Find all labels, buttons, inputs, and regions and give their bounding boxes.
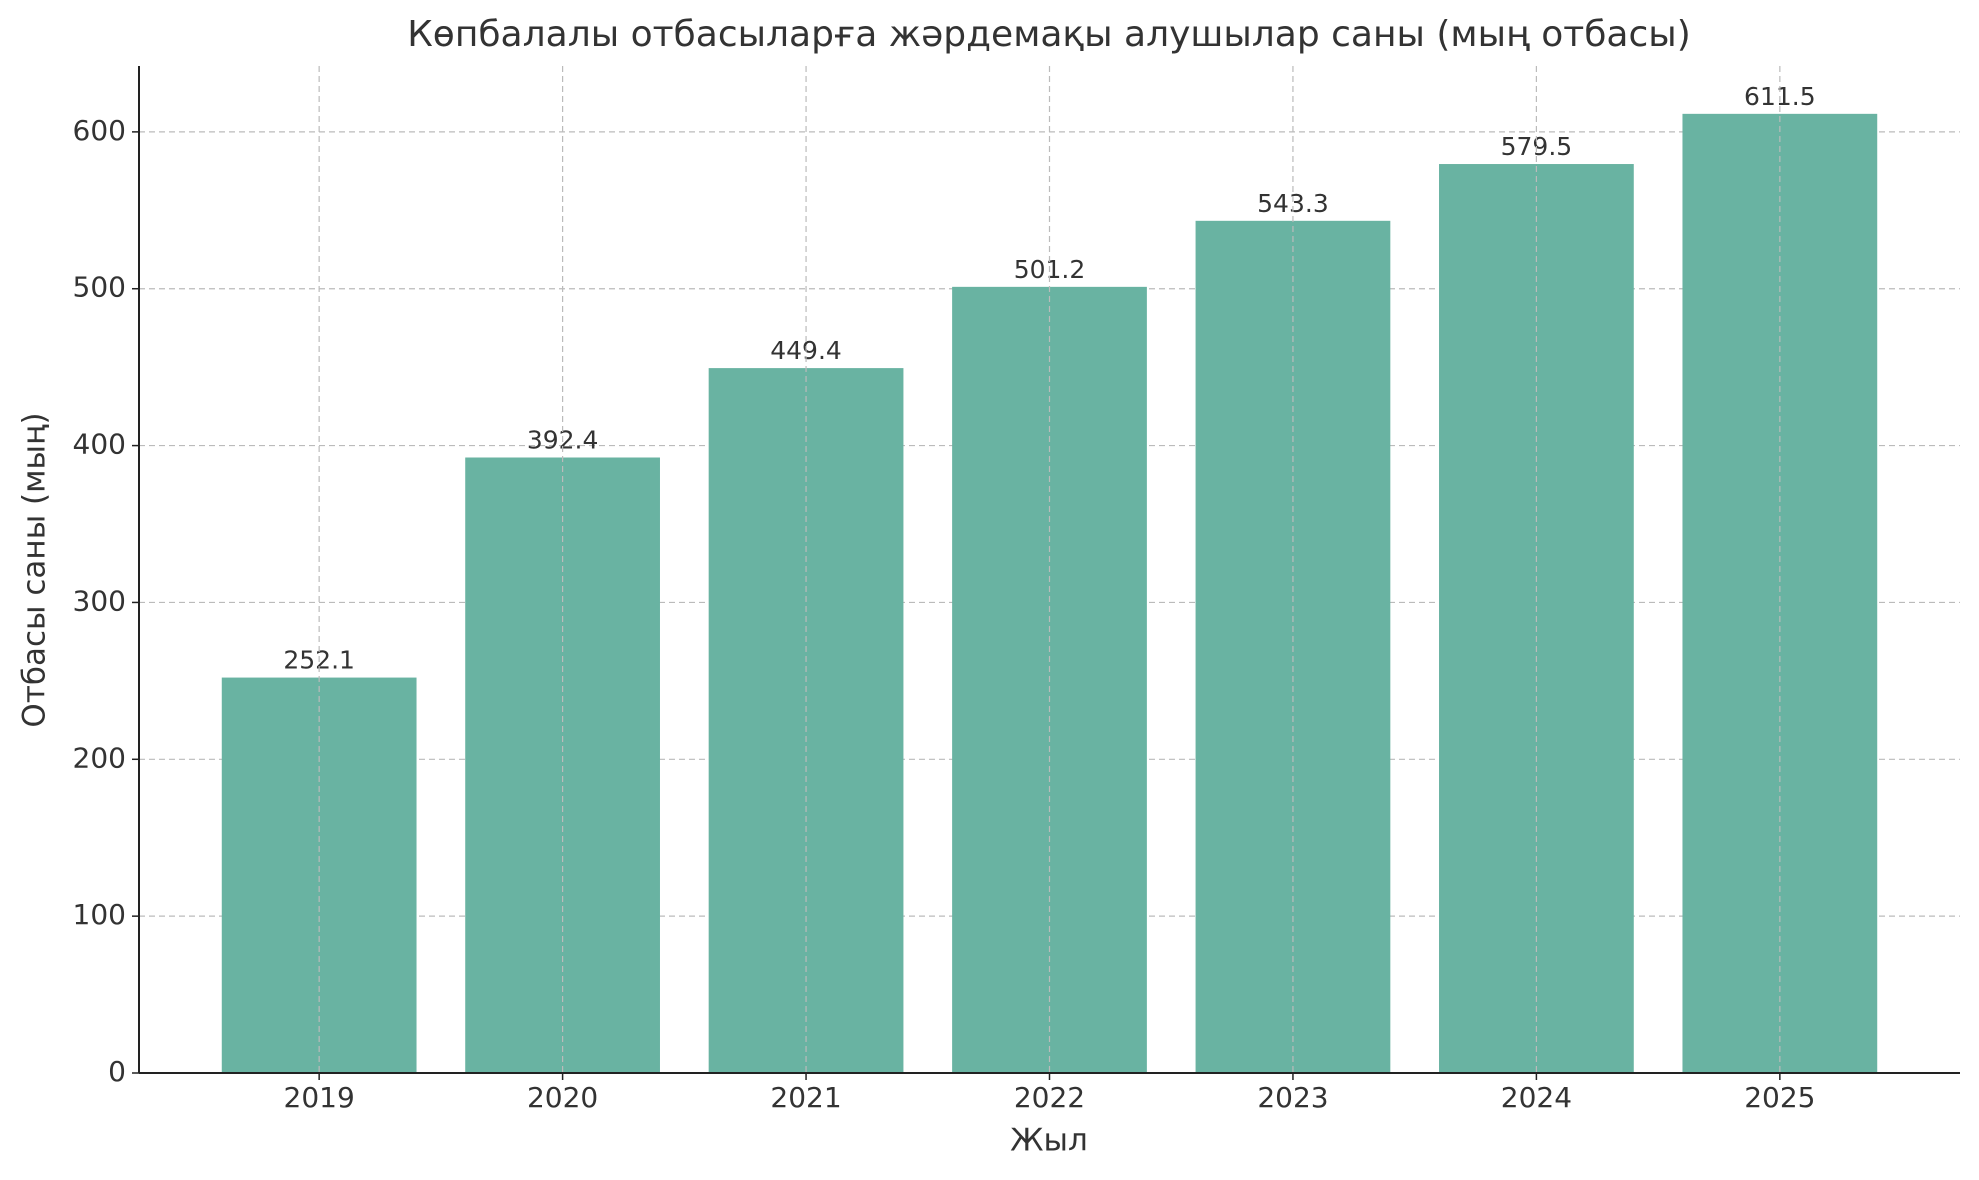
bar xyxy=(1682,113,1878,1074)
y-tick-label: 200 xyxy=(73,741,126,774)
y-tick-label: 400 xyxy=(73,428,126,461)
chart-title: Көпбалалы отбасыларға жәрдемақы алушылар… xyxy=(407,14,1691,55)
y-tick-label: 300 xyxy=(73,584,126,617)
x-tick-label: 2023 xyxy=(1257,1081,1328,1114)
x-axis-label: Жыл xyxy=(1010,1123,1088,1159)
x-tick-label: 2024 xyxy=(1501,1081,1572,1114)
x-tick-label: 2020 xyxy=(527,1081,598,1114)
y-tick-label: 0 xyxy=(108,1055,126,1088)
x-tick-label: 2021 xyxy=(770,1081,841,1114)
value-label: 543.3 xyxy=(1257,189,1329,218)
x-tick-label: 2022 xyxy=(1014,1081,1085,1114)
y-tick-label: 600 xyxy=(73,114,126,147)
x-tick-label: 2025 xyxy=(1744,1081,1815,1114)
y-tick-label: 500 xyxy=(73,271,126,304)
y-tick-label: 100 xyxy=(73,898,126,931)
y-axis-label: Отбасы саны (мың) xyxy=(17,412,53,727)
x-tick-label: 2019 xyxy=(284,1081,355,1114)
